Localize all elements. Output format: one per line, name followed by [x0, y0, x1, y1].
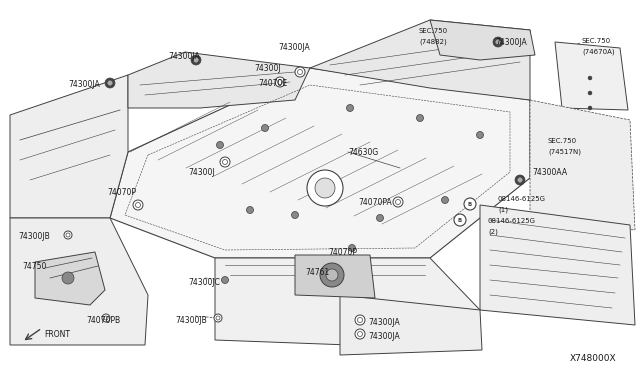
Text: (74670A): (74670A): [582, 48, 614, 55]
Text: B: B: [458, 218, 462, 222]
Circle shape: [216, 316, 220, 320]
Polygon shape: [10, 218, 148, 345]
Circle shape: [278, 80, 282, 84]
Polygon shape: [10, 75, 128, 218]
Circle shape: [496, 40, 500, 44]
Circle shape: [464, 198, 476, 210]
Circle shape: [62, 272, 74, 284]
Text: SEC.750: SEC.750: [419, 28, 448, 34]
Circle shape: [102, 314, 110, 322]
Circle shape: [104, 316, 108, 320]
Text: 08146-6125G: 08146-6125G: [498, 196, 546, 202]
Circle shape: [358, 331, 362, 337]
Circle shape: [417, 115, 424, 122]
Circle shape: [393, 197, 403, 207]
Text: X748000X: X748000X: [570, 354, 616, 363]
Polygon shape: [430, 20, 535, 60]
Text: 08146-6125G: 08146-6125G: [488, 218, 536, 224]
Circle shape: [291, 212, 298, 218]
Text: (74517N): (74517N): [548, 148, 581, 154]
Polygon shape: [310, 20, 530, 100]
Circle shape: [133, 200, 143, 210]
Circle shape: [477, 131, 483, 138]
Text: B: B: [468, 202, 472, 206]
Circle shape: [396, 199, 401, 205]
Polygon shape: [215, 258, 480, 348]
Circle shape: [515, 175, 525, 185]
Text: 74300JA: 74300JA: [278, 43, 310, 52]
Text: FRONT: FRONT: [44, 330, 70, 339]
Circle shape: [315, 178, 335, 198]
Text: (1): (1): [498, 206, 508, 212]
Polygon shape: [128, 52, 310, 108]
Circle shape: [66, 233, 70, 237]
Circle shape: [220, 157, 230, 167]
Circle shape: [346, 105, 353, 112]
Polygon shape: [480, 205, 635, 325]
Text: 74300AA: 74300AA: [532, 168, 567, 177]
Circle shape: [493, 37, 503, 47]
Text: 74070E: 74070E: [258, 79, 287, 88]
Circle shape: [588, 91, 592, 95]
Circle shape: [454, 214, 466, 226]
Circle shape: [221, 276, 228, 283]
Text: 74300JC: 74300JC: [188, 278, 220, 287]
Text: 74070PA: 74070PA: [358, 198, 392, 207]
Text: 74070PB: 74070PB: [86, 316, 120, 325]
Circle shape: [298, 70, 303, 74]
Polygon shape: [110, 68, 530, 258]
Text: 74300J: 74300J: [188, 168, 214, 177]
Circle shape: [105, 78, 115, 88]
Circle shape: [64, 231, 72, 239]
Circle shape: [588, 76, 592, 80]
Circle shape: [223, 160, 227, 164]
Circle shape: [355, 315, 365, 325]
Polygon shape: [340, 295, 482, 355]
Text: 74300JA: 74300JA: [495, 38, 527, 47]
Text: 74750: 74750: [22, 262, 46, 271]
Circle shape: [295, 67, 305, 77]
Text: (74882): (74882): [419, 38, 447, 45]
Text: 74630G: 74630G: [348, 148, 378, 157]
Text: 74070P: 74070P: [107, 188, 136, 197]
Circle shape: [307, 170, 343, 206]
Text: 74070P: 74070P: [328, 248, 357, 257]
Text: 74300JA: 74300JA: [368, 318, 400, 327]
Circle shape: [518, 178, 522, 182]
Circle shape: [326, 269, 338, 281]
Text: 74300JA: 74300JA: [168, 52, 200, 61]
Circle shape: [262, 125, 269, 131]
Circle shape: [358, 317, 362, 323]
Circle shape: [246, 206, 253, 214]
Polygon shape: [35, 252, 105, 305]
Text: 74300JA: 74300JA: [68, 80, 100, 89]
Circle shape: [442, 196, 449, 203]
Circle shape: [376, 215, 383, 221]
Text: 74761: 74761: [305, 268, 329, 277]
Text: 74300JB: 74300JB: [175, 316, 207, 325]
Polygon shape: [530, 100, 635, 230]
Circle shape: [214, 314, 222, 322]
Circle shape: [588, 106, 592, 110]
Circle shape: [216, 141, 223, 148]
Text: 74300JA: 74300JA: [368, 332, 400, 341]
Circle shape: [275, 77, 285, 87]
Circle shape: [136, 202, 141, 208]
Text: SEC.750: SEC.750: [548, 138, 577, 144]
Circle shape: [194, 58, 198, 62]
Circle shape: [349, 244, 355, 251]
Circle shape: [108, 81, 112, 85]
Polygon shape: [555, 42, 628, 110]
Text: (2): (2): [488, 228, 498, 234]
Circle shape: [191, 55, 201, 65]
Polygon shape: [295, 255, 375, 298]
Text: SEC.750: SEC.750: [582, 38, 611, 44]
Text: 74300JB: 74300JB: [18, 232, 50, 241]
Text: 74300J: 74300J: [254, 64, 280, 73]
Circle shape: [355, 329, 365, 339]
Circle shape: [320, 263, 344, 287]
